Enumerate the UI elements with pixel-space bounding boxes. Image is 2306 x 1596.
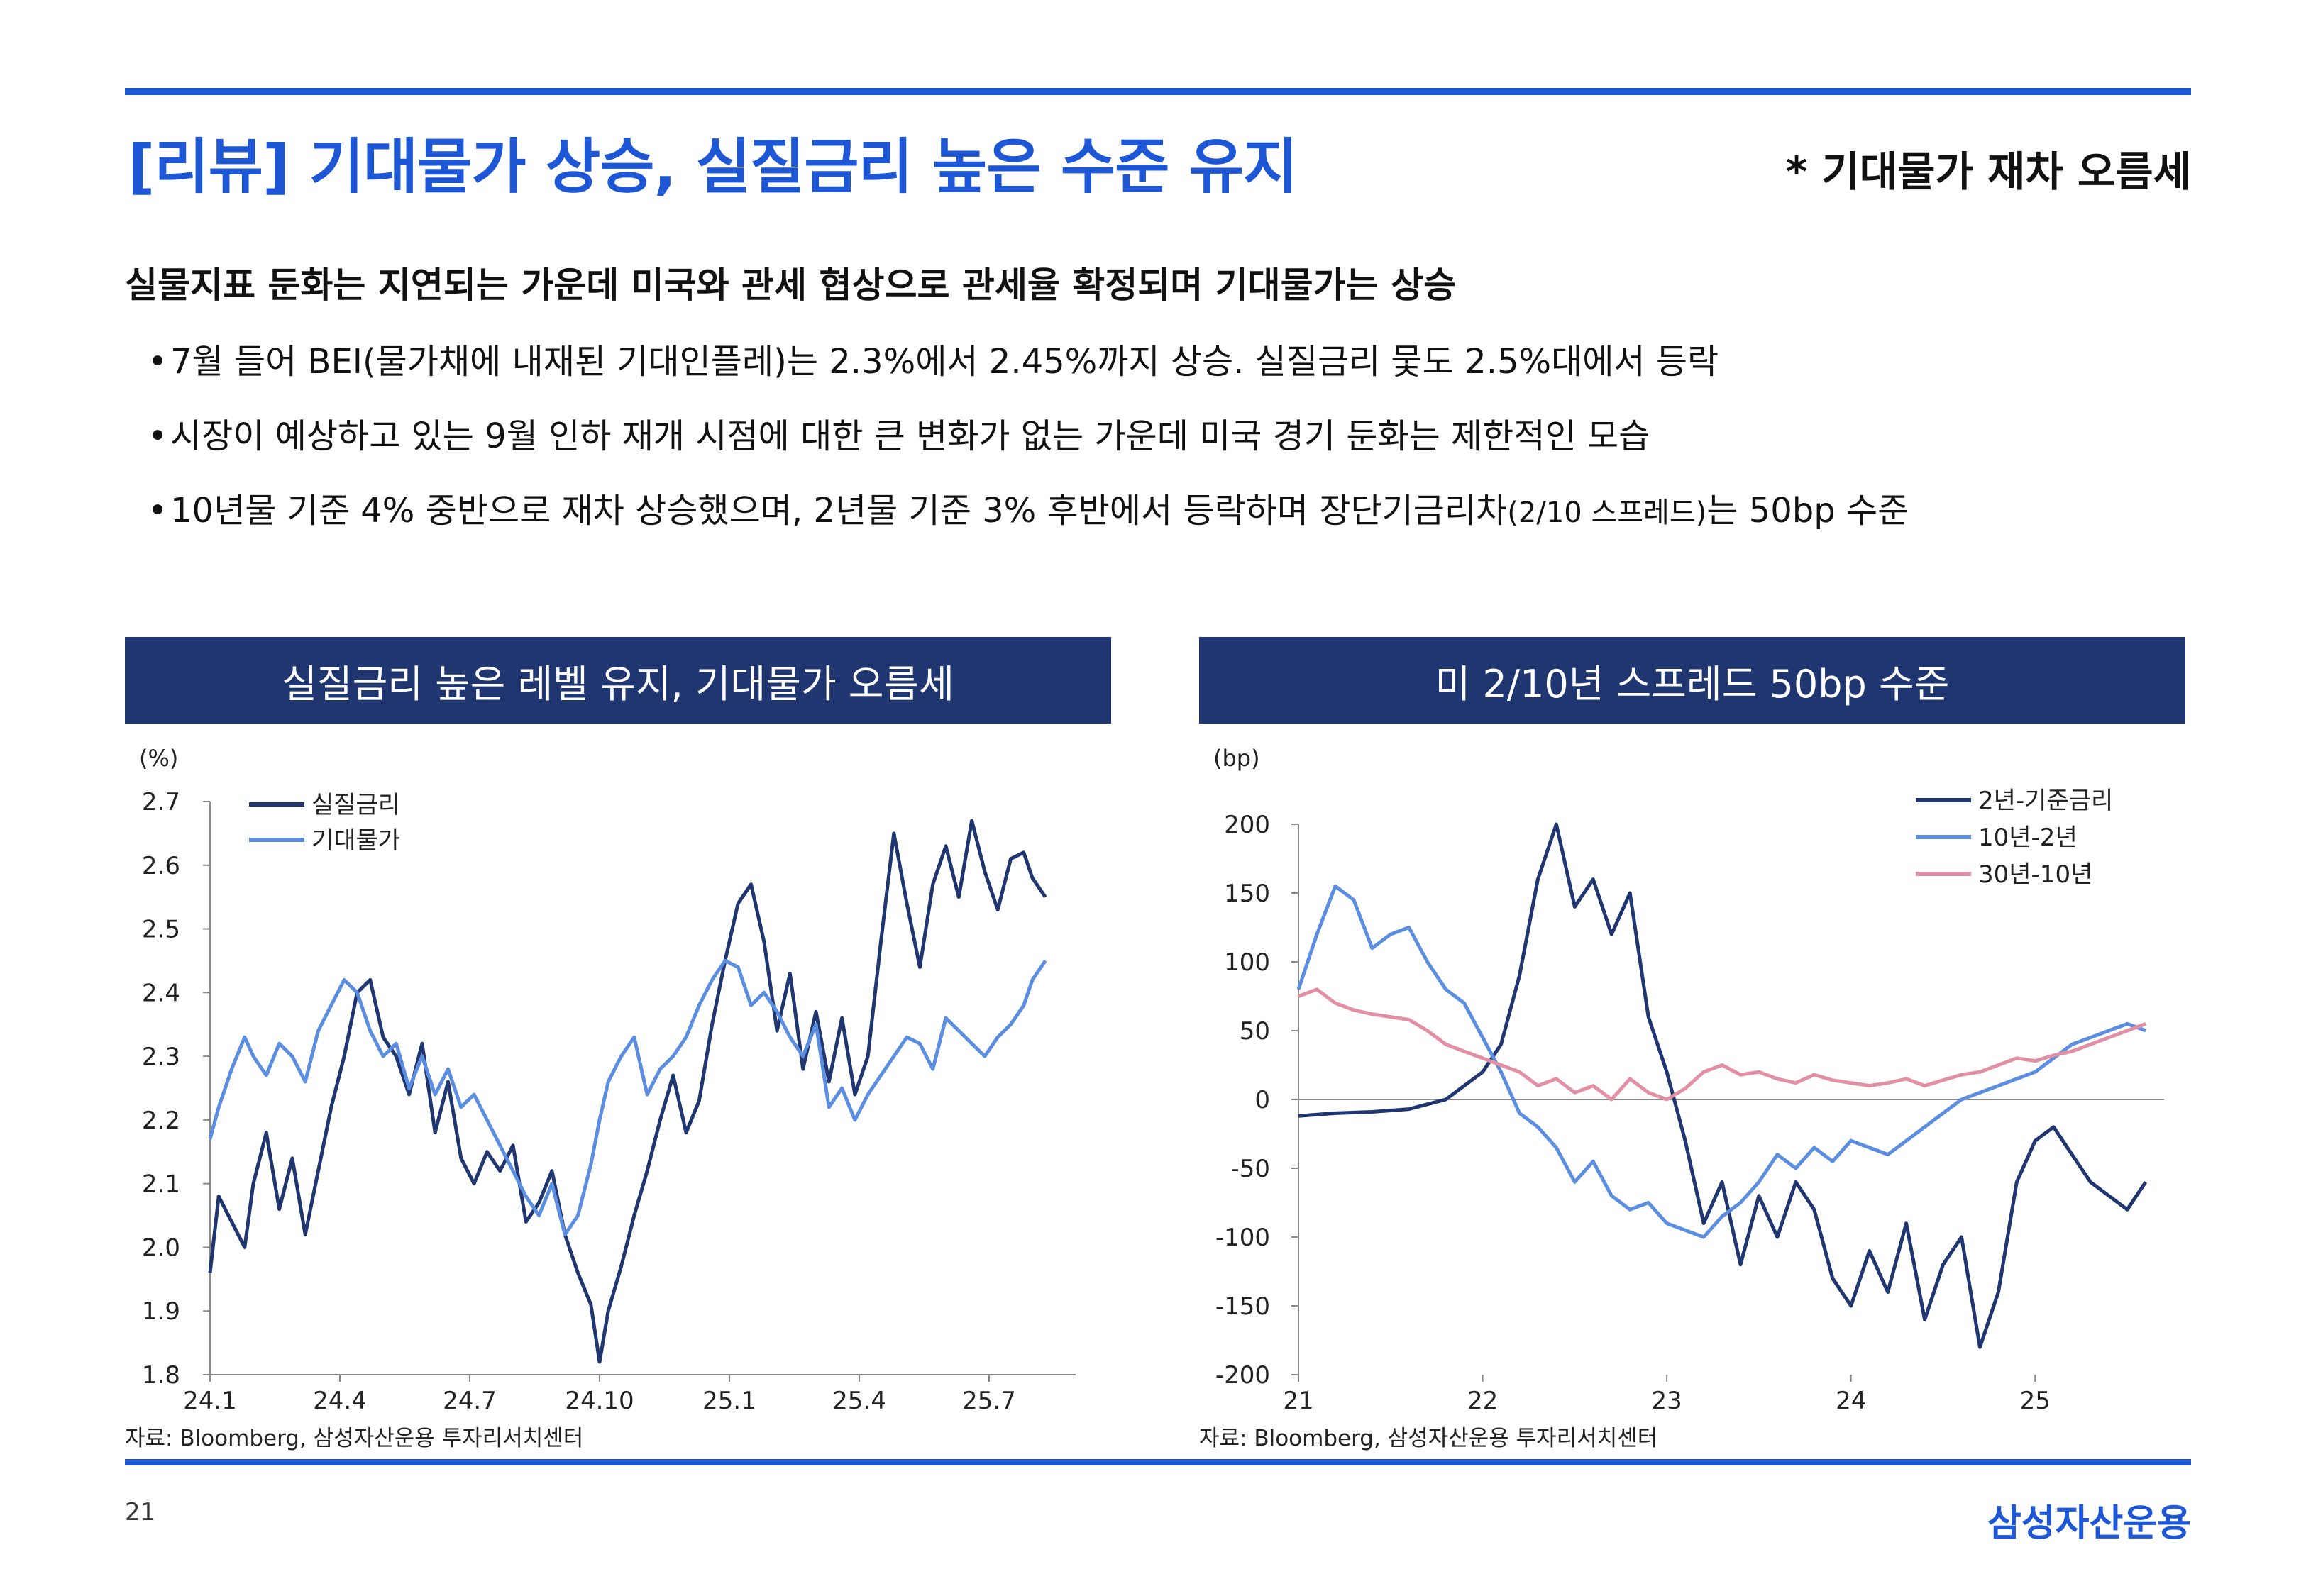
y-tick-label: 2.1 (142, 1170, 180, 1199)
bottom-rule (125, 1459, 2191, 1465)
y-tick-label: -100 (1215, 1224, 1270, 1252)
bullet-item: •7월 들어 BEI(물가채에 내재된 기대인플레)는 2.3%에서 2.45%… (148, 333, 1719, 383)
legend-label: 기대물가 (311, 826, 400, 855)
x-tick-label: 24 (1836, 1387, 1866, 1415)
x-tick-label: 21 (1283, 1387, 1313, 1415)
x-tick-label: 22 (1467, 1387, 1498, 1415)
right-chart-header: 미 2/10년 스프레드 50bp 수준 (1199, 637, 2185, 724)
y-unit-label: (bp) (1213, 745, 1260, 772)
y-tick-label: 2.0 (142, 1234, 180, 1262)
page-number: 21 (125, 1498, 156, 1526)
y-tick-label: 2.3 (142, 1043, 180, 1071)
legend-label: 10년-2년 (1978, 824, 2078, 852)
page-tagline: * 기대물가 재차 오름세 (1785, 148, 2191, 196)
x-tick-label: 23 (1652, 1387, 1682, 1415)
y-tick-label: 2.2 (142, 1107, 180, 1135)
bullet-text-small: (2/10 스프레드) (1507, 497, 1707, 529)
legend-label: 2년-기준금리 (1978, 787, 2113, 815)
x-tick-label: 25.7 (962, 1387, 1016, 1415)
series-line-3 (1298, 987, 2146, 1102)
y-tick-label: -150 (1215, 1292, 1270, 1321)
y-tick-label: 2.5 (142, 916, 180, 944)
legend-label: 30년-10년 (1978, 860, 2092, 889)
page-title: [리뷰] 기대물가 상승, 실질금리 높은 수준 유지 (128, 132, 1298, 201)
series-line-1 (1298, 822, 2148, 1349)
y-tick-label: 2.4 (142, 979, 180, 1007)
right-chart-source: 자료: Bloomberg, 삼성자산운용 투자리서치센터 (1199, 1426, 1658, 1451)
x-tick-label: 24.4 (313, 1387, 367, 1415)
left-chart: (%) 1.8 1.9 2.0 2.1 2.2 2.3 2.4 2.5 2.6 2.7 24.1 24.… (125, 738, 1118, 1419)
legend-label: 실질금리 (311, 791, 400, 819)
left-chart-svg: (%) 1.8 1.9 2.0 2.1 2.2 2.3 2.4 2.5 2.6 2.7 24.1 24.… (139, 745, 1076, 1415)
y-tick-label: 1.9 (142, 1297, 180, 1326)
series-line-1 (208, 819, 1047, 1364)
left-chart-header: 실질금리 높은 레벨 유지, 기대물가 오름세 (125, 637, 1111, 724)
y-tick-label: 1.8 (142, 1361, 180, 1390)
y-tick-label: 200 (1224, 811, 1270, 839)
right-chart-svg: (bp) -200 -150 -100 -50 0 50 100 150 200 21 22 23 24 2… (1213, 745, 2164, 1415)
y-tick-label: -50 (1230, 1155, 1270, 1183)
y-tick-label: 100 (1224, 948, 1270, 977)
bullet-item: •시장이 예상하고 있는 9월 인하 재개 시점에 대한 큰 변화가 없는 가운… (148, 408, 1650, 458)
x-tick-label: 25.1 (702, 1387, 756, 1415)
top-rule (125, 88, 2191, 95)
bullet-text: 10년물 기준 4% 중반으로 재차 상승했으며, 2년물 기준 3% 후반에서… (170, 491, 1508, 531)
x-tick-label: 25 (2020, 1387, 2051, 1415)
y-tick-label: 150 (1224, 880, 1270, 908)
brand-logo-text: 삼성자산운용 (1987, 1502, 2191, 1545)
bullet-dot: • (148, 416, 168, 456)
y-tick-label: 2.6 (142, 852, 180, 880)
y-tick-label: -200 (1215, 1361, 1270, 1390)
y-tick-label: 0 (1254, 1086, 1270, 1114)
bullet-text: 7월 들어 BEI(물가채에 내재된 기대인플레)는 2.3%에서 2.45%까… (170, 342, 1719, 382)
x-tick-label: 24.10 (565, 1387, 634, 1415)
headline: 실물지표 둔화는 지연되는 가운데 미국와 관세 협상으로 관세율 확정되며 기… (125, 265, 1457, 306)
left-chart-source: 자료: Bloomberg, 삼성자산운용 투자리서치센터 (125, 1426, 584, 1451)
x-tick-label: 24.7 (443, 1387, 497, 1415)
y-tick-label: 50 (1240, 1017, 1270, 1046)
series-line-2 (208, 958, 1047, 1236)
bullet-text: 시장이 예상하고 있는 9월 인하 재개 시점에 대한 큰 변화가 없는 가운데… (170, 416, 1650, 456)
y-tick-label: 2.7 (142, 788, 180, 816)
bullet-text: 는 50bp 수준 (1706, 491, 1909, 531)
x-tick-label: 25.4 (832, 1387, 886, 1415)
bullet-dot: • (148, 491, 168, 531)
right-chart: (bp) -200 -150 -100 -50 0 50 100 150 200 21 22 23 24 2… (1199, 738, 2192, 1419)
bullet-dot: • (148, 342, 168, 382)
x-tick-label: 24.1 (183, 1387, 237, 1415)
series-line-2 (1296, 884, 2146, 1239)
bullet-item: •10년물 기준 4% 중반으로 재차 상승했으며, 2년물 기준 3% 후반에… (148, 482, 1909, 532)
y-unit-label: (%) (139, 745, 178, 772)
